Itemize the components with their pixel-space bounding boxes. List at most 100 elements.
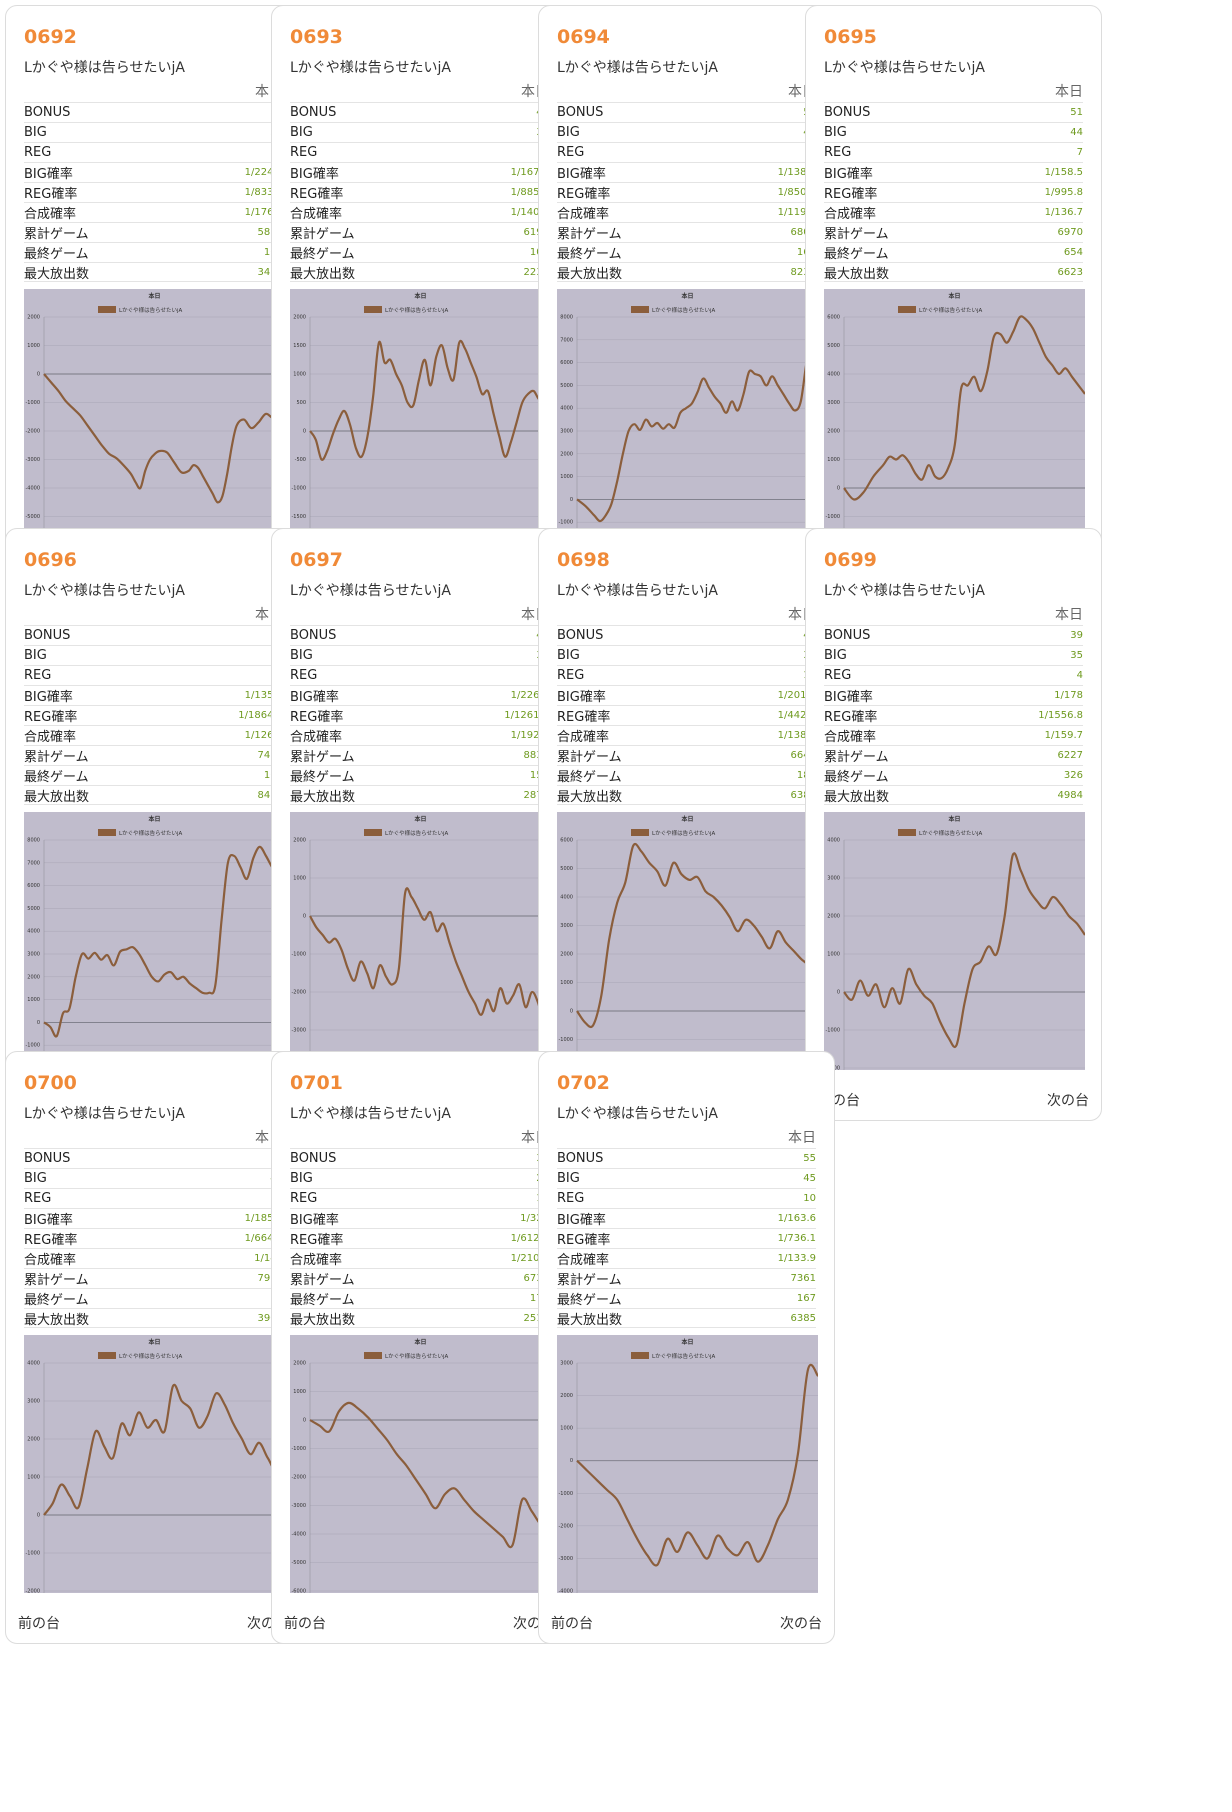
stat-row: BIG 39 [290, 645, 549, 665]
payout-chart: 本日 Lかぐや様は告らせたいjA 6000 5000 4000 3000 2000 1000 0… [557, 812, 818, 1070]
stat-value: 6623 [1057, 266, 1083, 278]
stat-value: 3902 [258, 1313, 283, 1324]
series-line [576, 333, 818, 523]
stat-row: 最大放出数 6385 [557, 1308, 816, 1328]
machine-number[interactable]: 0699 [824, 549, 877, 571]
stat-value: 2238 [523, 266, 549, 278]
y-tick-label: -2000 [291, 990, 306, 996]
legend-label: Lかぐや様は告らせたいjA [652, 829, 715, 837]
payout-chart: 本日 Lかぐや様は告らせたいjA 2000 1500 1000 500 0 -500 -1000… [290, 289, 551, 547]
stat-row: 合成確率 1/140.9 [290, 202, 549, 222]
stat-row: 合成確率 1/126.4 [24, 725, 283, 745]
machine-number[interactable]: 0698 [557, 549, 610, 571]
y-tick-label: 2000 [560, 1393, 573, 1399]
y-tick-label: 0 [837, 990, 840, 996]
machine-card: 0698 Lかぐや様は告らせたいjA 本日 BONUS 48 BIG 33 RE… [538, 528, 835, 1121]
machine-number[interactable]: 0695 [824, 26, 877, 48]
stat-value: 2875 [523, 789, 549, 801]
stat-value: 6970 [1057, 227, 1083, 238]
stat-value: 1/145 [254, 1253, 283, 1264]
machine-number[interactable]: 0696 [24, 549, 77, 571]
machine-number[interactable]: 0693 [290, 26, 343, 48]
stat-label: REG確率 [824, 710, 878, 725]
y-tick-label: 3000 [560, 923, 573, 929]
next-machine-link[interactable]: 次の台 [780, 1616, 822, 1632]
chart-title: 本日 [948, 292, 960, 300]
y-tick-label: 3000 [827, 400, 840, 406]
stat-row: REG確率 1/1556.8 [824, 705, 1083, 725]
y-tick-label: 5000 [560, 866, 573, 872]
chart-background [290, 812, 551, 1070]
machine-number[interactable]: 0692 [24, 26, 77, 48]
stat-label: 最大放出数 [24, 789, 90, 805]
machine-card: 0700 Lかぐや様は告らせたいjA 本日 BONUS 55 BIG 43 RE… [5, 1051, 302, 1644]
stat-row: 最大放出数 8230 [557, 262, 816, 282]
payout-chart: 本日 Lかぐや様は告らせたいjA 8000 7000 6000 5000 4000 3000 2… [557, 289, 818, 547]
stat-label: REG確率 [557, 187, 611, 202]
chart-svg: 本日 Lかぐや様は告らせたいjA 2000 1500 1000 500 0 -500 -1000… [290, 289, 551, 547]
stat-row: BIG確率 1/224.5 [24, 162, 283, 182]
legend-label: Lかぐや様は告らせたいjA [385, 306, 448, 314]
stat-label: BONUS [824, 105, 871, 120]
series-line [43, 845, 285, 1038]
machine-name: Lかぐや様は告らせたいjA [824, 583, 985, 599]
stat-row: 合成確率 1/176.9 [24, 202, 283, 222]
stat-label: 最大放出数 [290, 789, 356, 805]
stat-row: 合成確率 1/133.9 [557, 1248, 816, 1268]
chart-background [24, 289, 285, 547]
chart-background [290, 289, 551, 547]
y-tick-label: -1500 [291, 514, 306, 520]
machine-number[interactable]: 0701 [290, 1072, 343, 1094]
stat-row: BONUS 57 [557, 102, 816, 122]
y-tick-label: 2000 [827, 429, 840, 435]
chart-background [24, 812, 285, 1070]
machine-number[interactable]: 0702 [557, 1072, 610, 1094]
stat-row: 累計ゲーム 6643 [557, 745, 816, 765]
y-tick-label: 4000 [27, 1361, 40, 1367]
stat-value: 1/192.1 [510, 730, 549, 741]
series-line [576, 842, 818, 1029]
stat-label: BIG確率 [824, 690, 873, 705]
stat-value: 7973 [258, 1273, 283, 1284]
y-tick-label: 7000 [27, 860, 40, 866]
stat-row: BONUS 39 [824, 625, 1083, 645]
stat-value: 1/850.3 [777, 187, 816, 198]
next-machine-link[interactable]: 次の台 [1047, 1093, 1089, 1109]
machine-card: 0699 Lかぐや様は告らせたいjA 本日 BONUS 39 BIG 35 RE… [805, 528, 1102, 1121]
stat-row: REG 7 [824, 142, 1083, 162]
stat-label: BIG [24, 648, 47, 663]
stat-label: BIG [557, 125, 580, 140]
stat-value: 1/995.8 [1044, 187, 1083, 198]
legend-swatch [898, 306, 916, 313]
y-tick-label: 6000 [27, 883, 40, 889]
stat-label: BIG [290, 1171, 313, 1186]
stat-row: BIG確率 1/138.9 [557, 162, 816, 182]
stat-value: 6385 [790, 1312, 816, 1324]
y-tick-label: 1000 [293, 372, 306, 378]
chart-title: 本日 [414, 815, 426, 823]
machine-card: 0697 Lかぐや様は告らせたいjA 本日 BONUS 46 BIG 39 RE… [271, 528, 568, 1121]
stat-label: BIG [24, 125, 47, 140]
y-tick-label: 1000 [560, 474, 573, 480]
y-tick-label: 8000 [560, 315, 573, 321]
chart-svg: 本日 Lかぐや様は告らせたいjA 2000 1000 0 -1000 -2000 -3000 -… [290, 1335, 551, 1593]
chart-title: 本日 [681, 815, 693, 823]
y-tick-label: 0 [570, 1009, 573, 1015]
chart-background [290, 1335, 551, 1593]
stat-row: REG 12 [24, 1188, 283, 1208]
prev-machine-link[interactable]: 前の台 [18, 1616, 60, 1632]
y-tick-label: 0 [570, 497, 573, 503]
stat-label: REG確率 [24, 1233, 78, 1248]
machine-nav: 前の台 次の台 [818, 1090, 1089, 1110]
machine-number[interactable]: 0694 [557, 26, 610, 48]
machine-number[interactable]: 0700 [24, 1072, 77, 1094]
legend-label: Lかぐや様は告らせたいjA [385, 829, 448, 837]
prev-machine-link[interactable]: 前の台 [284, 1616, 326, 1632]
stat-value: 1/135.6 [244, 690, 283, 701]
chart-svg: 本日 Lかぐや様は告らせたいjA 2000 1000 0 -1000 -2000 -3000 -… [24, 289, 285, 547]
stat-label: BIG確率 [24, 167, 73, 182]
chart-title: 本日 [681, 292, 693, 300]
stat-label: 最大放出数 [824, 266, 890, 282]
prev-machine-link[interactable]: 前の台 [551, 1616, 593, 1632]
machine-number[interactable]: 0697 [290, 549, 343, 571]
